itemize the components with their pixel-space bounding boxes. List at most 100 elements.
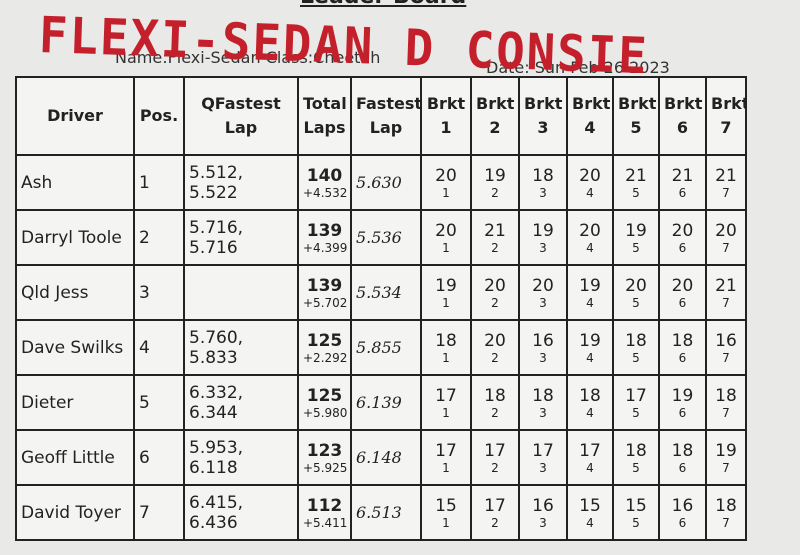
leaderboard: Driver Pos. QFastest Lap Total Laps Fastest … (15, 76, 747, 541)
bracket-lane: 3 (539, 350, 547, 365)
bracket-laps: 17 (625, 385, 647, 406)
bracket-lane: 1 (442, 295, 450, 310)
laps: 140 (306, 165, 343, 186)
driver: David Toyer (15, 484, 135, 541)
bracket: 17 2 (470, 429, 520, 486)
bracket: 15 1 (420, 484, 472, 541)
bracket-laps: 21 (715, 275, 737, 296)
laps: 123 (306, 440, 343, 461)
bracket-laps: 17 (484, 495, 506, 516)
fastest-lap: 6.148 (350, 429, 422, 486)
column-header: Fastest Lap (350, 76, 422, 156)
column-header: Brkt 5 (612, 76, 660, 156)
fastest-lap: 5.536 (350, 209, 422, 266)
bracket: 18 2 (470, 374, 520, 431)
bracket-lane: 5 (632, 185, 640, 200)
name-class: Name:Flexi-Sedan Class:Cheetah (115, 48, 381, 67)
gap: +5.925 (303, 460, 348, 475)
bracket-lane: 4 (586, 240, 594, 255)
gap: +4.399 (303, 240, 348, 255)
bracket-laps: 18 (435, 330, 457, 351)
bracket-laps: 18 (625, 330, 647, 351)
bracket-laps: 17 (435, 440, 457, 461)
bracket-lane: 6 (678, 295, 687, 310)
bracket: 16 3 (518, 319, 568, 376)
bracket-lane: 2 (491, 515, 499, 530)
bracket-lane: 3 (539, 185, 547, 200)
bracket-laps: 17 (484, 440, 506, 461)
bracket-laps: 19 (579, 275, 601, 296)
bracket-laps: 16 (715, 330, 737, 351)
bracket: 20 4 (566, 154, 614, 211)
bracket-laps: 15 (625, 495, 647, 516)
fastest-lap: 5.855 (350, 319, 422, 376)
bracket-laps: 18 (484, 385, 506, 406)
total-laps: 123 +5.925 (297, 429, 352, 486)
bracket-lane: 4 (586, 350, 594, 365)
bracket-laps: 20 (715, 220, 737, 241)
bracket-laps: 18 (671, 330, 694, 351)
row: Dieter 5 6.332, 6.344 125 +5.980 6.139 17 1 18 2 1… (15, 374, 747, 431)
column-header: Brkt 1 (420, 76, 472, 156)
bracket-laps: 18 (715, 385, 737, 406)
column-header: Brkt 6 (658, 76, 707, 156)
qfastest-lap: 5.512, 5.522 (183, 154, 299, 211)
bracket: 19 4 (566, 264, 614, 321)
bracket-lane: 7 (722, 350, 730, 365)
laps: 125 (306, 385, 343, 406)
bracket-laps: 19 (435, 275, 457, 296)
driver: Darryl Toole (15, 209, 135, 266)
total-laps: 112 +5.411 (297, 484, 352, 541)
bracket-laps: 18 (579, 385, 601, 406)
bracket-lane: 1 (442, 405, 450, 420)
gap: +4.532 (303, 185, 348, 200)
bracket-laps: 15 (579, 495, 601, 516)
bracket-laps: 16 (532, 330, 554, 351)
column-header: Brkt 2 (470, 76, 520, 156)
bracket: 18 4 (566, 374, 614, 431)
bracket: 16 6 (658, 484, 707, 541)
row: Darryl Toole 2 5.716, 5.716 139 +4.399 5.536 2… (15, 209, 747, 266)
laps: 112 (306, 495, 343, 516)
driver: Geoff Little (15, 429, 135, 486)
position: 4 (133, 319, 185, 376)
bracket: 19 7 (705, 429, 747, 486)
bracket-laps: 19 (671, 385, 694, 406)
bracket-laps: 15 (435, 495, 457, 516)
bracket-lane: 7 (722, 240, 730, 255)
bracket-laps: 20 (532, 275, 554, 296)
column-header: Driver (15, 76, 135, 156)
driver: Dieter (15, 374, 135, 431)
driver: Qld Jess (15, 264, 135, 321)
total-laps: 140 +4.532 (297, 154, 352, 211)
bracket: 17 2 (470, 484, 520, 541)
bracket: 20 2 (470, 319, 520, 376)
position: 6 (133, 429, 185, 486)
bracket-laps: 21 (484, 220, 506, 241)
bracket: 20 2 (470, 264, 520, 321)
bracket: 20 1 (420, 154, 472, 211)
bracket-lane: 4 (586, 405, 594, 420)
bracket: 16 7 (705, 319, 747, 376)
bracket: 21 2 (470, 209, 520, 266)
laps: 139 (306, 220, 343, 241)
bracket-lane: 3 (539, 515, 547, 530)
bracket-laps: 19 (625, 220, 647, 241)
position: 3 (133, 264, 185, 321)
bracket: 18 7 (705, 484, 747, 541)
bracket: 18 3 (518, 154, 568, 211)
bracket: 19 5 (612, 209, 660, 266)
bracket-lane: 5 (632, 460, 640, 475)
position: 1 (133, 154, 185, 211)
bracket: 19 3 (518, 209, 568, 266)
bracket-lane: 1 (442, 460, 450, 475)
qfastest-lap: 6.332, 6.344 (183, 374, 299, 431)
bracket: 20 4 (566, 209, 614, 266)
bracket-lane: 2 (491, 405, 499, 420)
bracket-lane: 6 (678, 460, 687, 475)
bracket-lane: 2 (491, 295, 499, 310)
bracket-laps: 18 (625, 440, 647, 461)
column-header: Pos. (133, 76, 185, 156)
column-header: Total Laps (297, 76, 352, 156)
